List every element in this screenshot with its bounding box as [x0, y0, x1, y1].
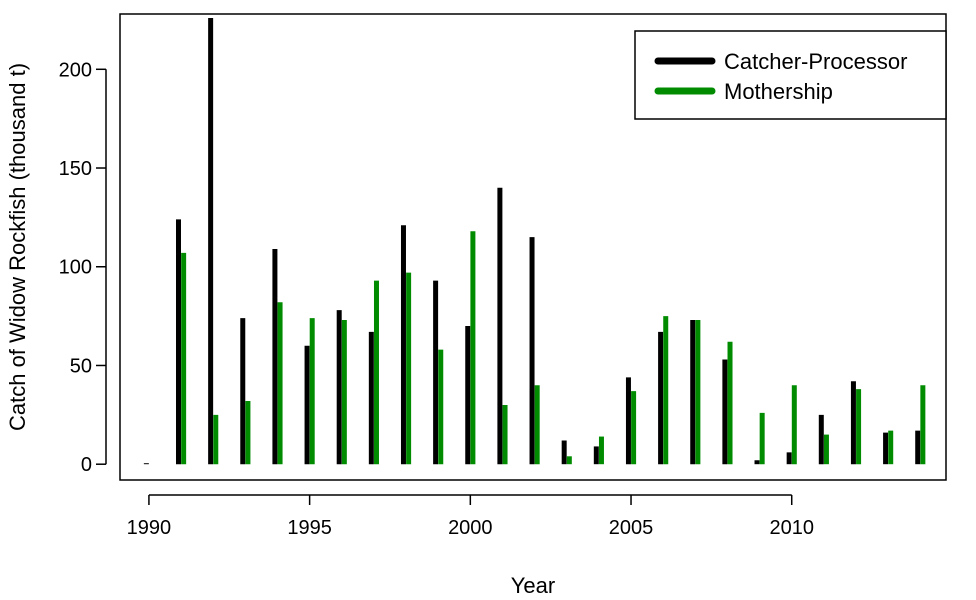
plot-frame	[119, 13, 947, 481]
x-tick-label-2000: 2000	[448, 517, 493, 539]
y-tick-label-150: 150	[59, 158, 92, 180]
y-axis: 0 50 100 150 200	[59, 59, 107, 476]
legend-label-mothership: Mothership	[724, 79, 833, 104]
bars-group	[143, 17, 926, 465]
y-tick-label-200: 200	[59, 59, 92, 81]
x-tick-label-1995: 1995	[287, 517, 332, 539]
legend-label-catcher-processor: Catcher-Processor	[724, 49, 907, 74]
y-tick-label-0: 0	[81, 454, 92, 476]
x-tick-label-2010: 2010	[769, 517, 814, 539]
x-axis: 1990 1995 2000 2005 2010	[127, 494, 814, 539]
y-tick-label-50: 50	[70, 355, 92, 377]
legend: Catcher-Processor Mothership	[634, 30, 947, 120]
x-axis-title: Year	[511, 573, 555, 598]
plot-area	[119, 13, 947, 481]
y-tick-label-100: 100	[59, 257, 92, 279]
y-axis-title: Catch of Widow Rockfish (thousand t)	[5, 63, 30, 431]
legend-box	[634, 30, 947, 120]
x-tick-label-1990: 1990	[127, 517, 172, 539]
x-tick-label-2005: 2005	[609, 517, 654, 539]
